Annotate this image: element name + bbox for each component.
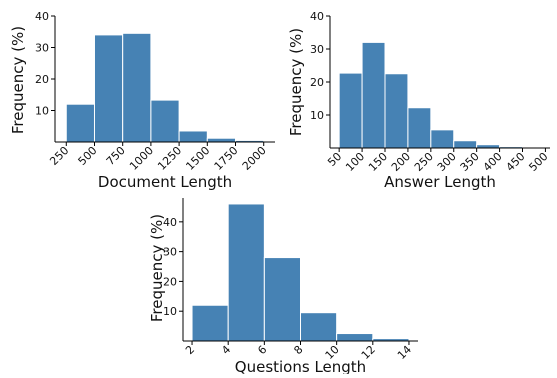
x-tick-label: 150 <box>366 150 390 174</box>
histogram-bar-2 <box>361 41 386 149</box>
histogram-bar-2 <box>227 203 265 342</box>
x-tick-label: 500 <box>526 150 550 174</box>
chart-panel-1: 10 20 30 40 250 500 750 1000 1250 1500 1750 2000 Doc… <box>9 10 275 191</box>
histogram-bar-2 <box>93 34 124 143</box>
x-tick-label: 400 <box>481 150 505 174</box>
x-tick-label: 50 <box>325 150 344 169</box>
histogram-bar-5 <box>178 130 208 143</box>
x-axis-label: Document Length <box>98 173 232 191</box>
y-tick-label: 10 <box>310 109 324 122</box>
x-tick-label: 6 <box>255 343 269 357</box>
histogram-bar-3 <box>122 32 152 143</box>
x-tick-label: 250 <box>47 144 71 168</box>
y-tick-label: 20 <box>310 76 324 89</box>
histogram-bar-3 <box>263 257 302 342</box>
histogram-bar-6 <box>453 140 478 149</box>
y-tick-label: 40 <box>163 216 177 229</box>
y-axis-label: Frequency (%) <box>287 28 305 136</box>
x-axis-label: Questions Length <box>235 358 366 374</box>
x-tick-label: 200 <box>389 150 413 174</box>
y-tick-label: 10 <box>35 105 49 118</box>
x-tick-label: 100 <box>343 150 367 174</box>
y-tick-label: 30 <box>310 43 324 56</box>
x-tick-label: 14 <box>395 343 414 362</box>
x-tick-label: 250 <box>412 150 436 174</box>
y-tick-label: 10 <box>163 305 177 318</box>
histogram-bar-1 <box>191 304 229 342</box>
histogram-bar-4 <box>407 107 432 149</box>
x-tick-label: 500 <box>76 144 100 168</box>
x-tick-label: 8 <box>291 343 305 357</box>
y-axis-label: Frequency (%) <box>9 26 27 134</box>
y-tick-label: 20 <box>35 73 49 86</box>
histogram-bar-4 <box>150 99 180 143</box>
y-tick-label: 20 <box>163 275 177 288</box>
x-tick-label: 2 <box>183 343 197 357</box>
x-tick-label: 1500 <box>183 144 212 173</box>
x-tick-label: 300 <box>435 150 459 174</box>
x-tick-label: 450 <box>504 150 528 174</box>
histogram-bar-5 <box>336 333 374 342</box>
histogram-bar-3 <box>384 73 409 149</box>
y-tick-label: 30 <box>163 246 177 259</box>
histogram-bar-5 <box>430 129 455 149</box>
x-tick-label: 350 <box>458 150 482 174</box>
x-tick-label: 1000 <box>127 144 156 173</box>
y-axis-label: Frequency (%) <box>148 214 166 322</box>
x-tick-label: 1750 <box>212 144 241 173</box>
x-tick-label: 1250 <box>155 144 184 173</box>
x-tick-label: 4 <box>219 343 233 357</box>
histogram-bar-1 <box>65 103 95 143</box>
y-tick-label: 40 <box>35 10 49 23</box>
y-tick-label: 30 <box>35 42 49 55</box>
histogram-bar-4 <box>300 312 338 342</box>
x-tick-label: 750 <box>104 144 128 168</box>
y-tick-label: 40 <box>310 10 324 23</box>
histogram-bar-1 <box>338 72 363 149</box>
x-axis-label: Answer Length <box>384 173 496 191</box>
x-tick-label: 2000 <box>240 144 269 173</box>
histogram-bar-6 <box>206 137 237 143</box>
